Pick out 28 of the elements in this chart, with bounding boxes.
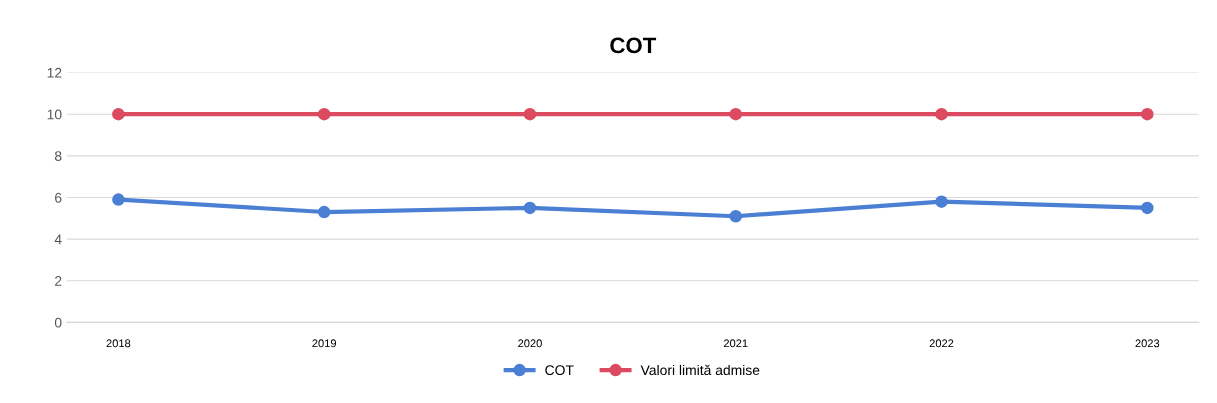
point [523,107,537,121]
point [729,107,742,121]
legend-label: Valori limită admise [640,364,760,376]
x-tick-label: 2020 [518,339,542,348]
x-tick-label: 2022 [929,339,954,348]
x-tick-label: 2018 [106,339,131,348]
x-tick-label: 2021 [723,339,748,348]
point [935,195,948,208]
y-tick-label: 4 [54,234,62,245]
y-tick-label: 2 [55,276,62,286]
point [935,107,948,121]
x-tick-label: 2019 [312,339,336,348]
legend-label: COT [545,365,574,376]
y-tick-label: 10 [47,109,62,120]
point [729,209,742,223]
point [1141,201,1154,215]
y-tick-label: 0 [54,317,62,328]
y-tick-label: 12 [47,67,62,78]
point [112,107,125,121]
x-tick-label: 2023 [1135,339,1160,348]
point [523,201,537,215]
y-tick-label: 8 [54,151,62,161]
point [317,107,331,121]
y-tick-label: 6 [55,192,62,203]
point [112,193,125,206]
chart-title: COT [610,37,657,54]
point [317,205,331,219]
point [1141,107,1154,121]
